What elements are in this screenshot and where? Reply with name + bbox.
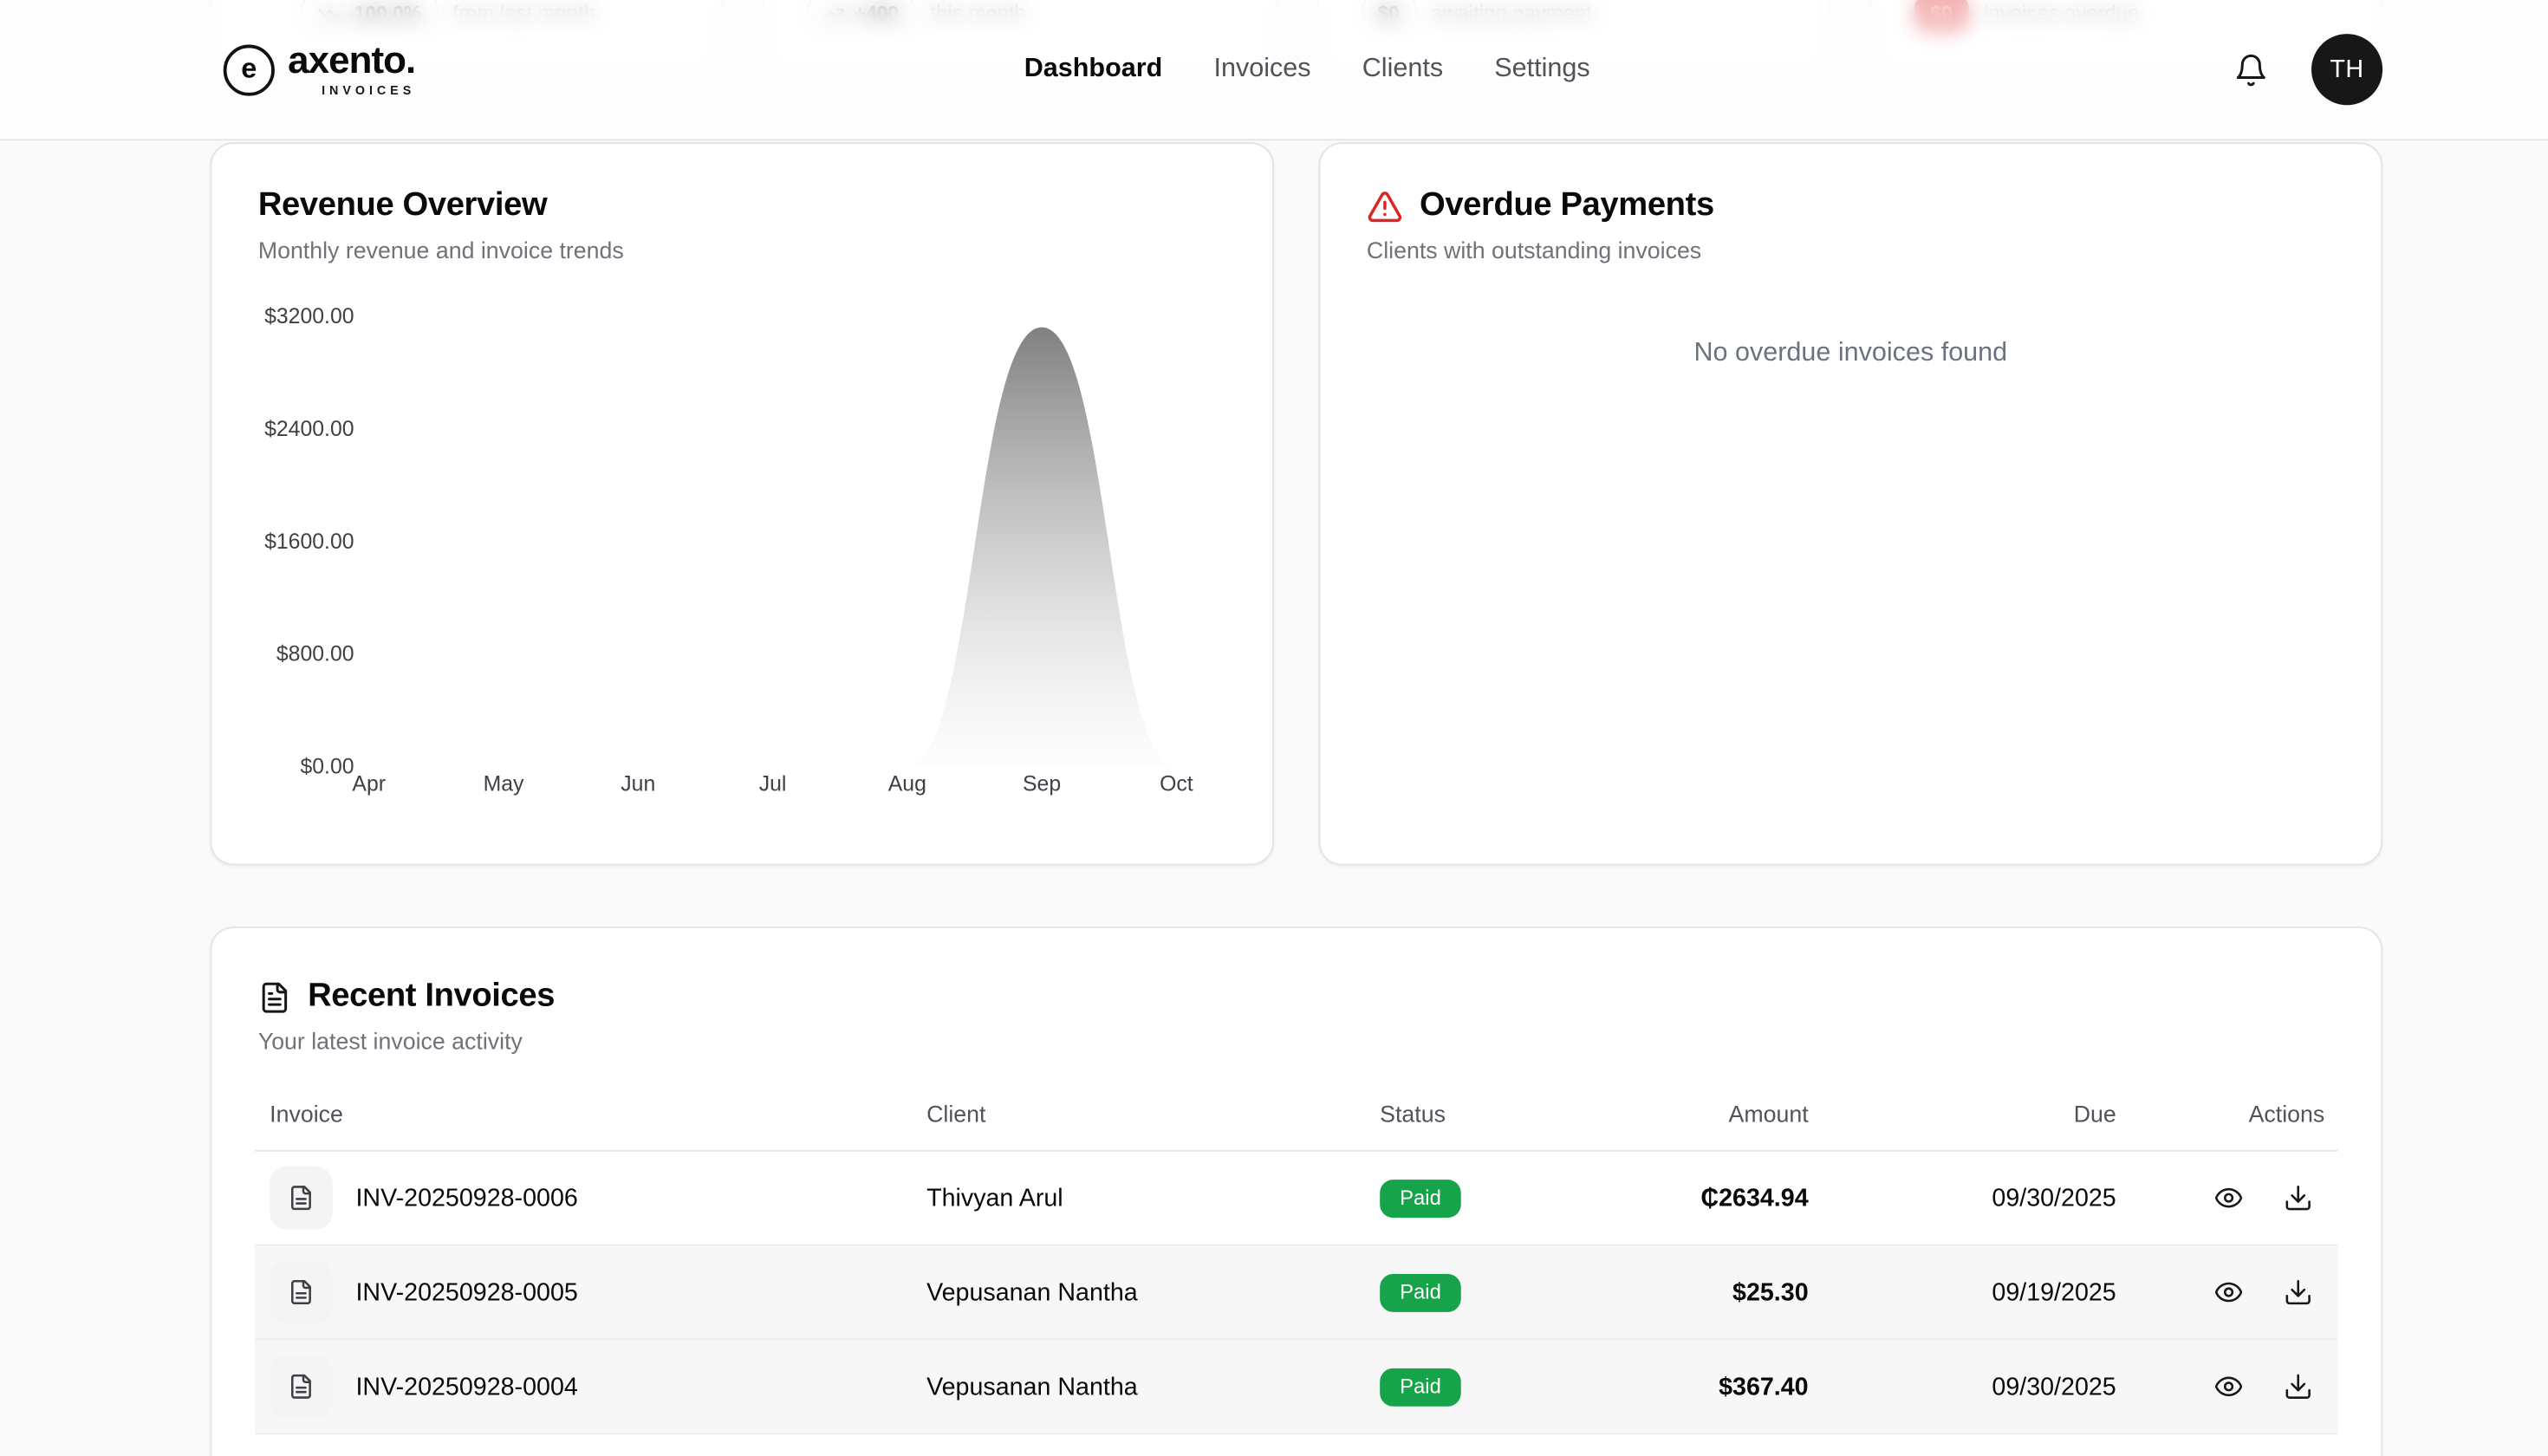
- notifications-button[interactable]: [2220, 40, 2280, 100]
- revenue-area-chart: $0.00 $800.00 $1600.00 $2400.00 $3200.00 Apr M…: [264, 305, 1193, 796]
- eye-icon: [2214, 1376, 2243, 1397]
- invoice-row[interactable]: INV-20250928-0006 Thivyan Arul Paid ₵263…: [255, 1152, 2338, 1246]
- status-badge: Paid: [1380, 1179, 1461, 1218]
- invoice-amount: ₵2634.94: [1700, 1183, 1809, 1212]
- revenue-overview-card: Revenue Overview Monthly revenue and inv…: [210, 142, 1274, 866]
- nav-item-invoices[interactable]: Invoices: [1213, 55, 1311, 83]
- revenue-card-title: Revenue Overview: [257, 186, 548, 224]
- overdue-card-title: Overdue Payments: [1420, 186, 1714, 224]
- x-axis-tick-label: Jul: [759, 773, 787, 796]
- invoice-number: INV-20250928-0006: [355, 1183, 578, 1212]
- view-invoice-button[interactable]: [2202, 1265, 2255, 1318]
- invoice-amount: $367.40: [1719, 1372, 1809, 1401]
- revenue-area-series: [368, 327, 1177, 766]
- invoice-file-chip: [270, 1355, 333, 1419]
- invoice-row[interactable]: INV-20250928-0004 Vepusanan Nantha Paid …: [255, 1340, 2338, 1435]
- overdue-payments-card: Overdue Payments Clients with outstandin…: [1318, 142, 2383, 866]
- download-invoice-button[interactable]: [2272, 1172, 2324, 1225]
- invoices-table-header: Invoice Client Status Amount Due Actions: [255, 1077, 2338, 1152]
- invoice-file-chip: [270, 1260, 333, 1324]
- invoice-client: Vepusanan Nantha: [926, 1372, 1138, 1401]
- overdue-empty-message: No overdue invoices found: [1693, 339, 2008, 367]
- invoice-client: Thivyan Arul: [926, 1183, 1063, 1212]
- col-header-due: Due: [2073, 1100, 2116, 1128]
- brand-logo-icon: e: [223, 43, 275, 95]
- brand-logo[interactable]: e axento. INVOICES: [223, 37, 416, 98]
- brand-name: axento.: [288, 37, 416, 81]
- main-content: Revenue Overview Monthly revenue and inv…: [210, 142, 2383, 1456]
- overdue-card-subtitle: Clients with outstanding invoices: [1366, 237, 1702, 263]
- invoice-amount: $25.30: [1732, 1277, 1809, 1307]
- col-header-amount: Amount: [1728, 1100, 1809, 1128]
- status-badge: Paid: [1380, 1367, 1461, 1406]
- invoice-number: INV-20250928-0005: [355, 1277, 578, 1307]
- invoice-file-chip: [270, 1166, 333, 1230]
- invoice-row[interactable]: INV-20250928-0005 Vepusanan Nantha Paid …: [255, 1245, 2338, 1341]
- invoice-number: INV-20250928-0004: [355, 1372, 578, 1401]
- file-text-icon: [291, 1186, 311, 1211]
- x-axis-tick-label: Jun: [621, 773, 655, 796]
- view-invoice-button[interactable]: [2202, 1172, 2255, 1225]
- invoices-card-title: Recent Invoices: [308, 978, 556, 1015]
- x-axis-tick-label: Aug: [888, 773, 926, 796]
- invoices-card-subtitle: Your latest invoice activity: [257, 1027, 523, 1055]
- nav-item-clients[interactable]: Clients: [1362, 55, 1444, 83]
- download-icon: [2285, 1279, 2311, 1305]
- col-header-actions: Actions: [2248, 1100, 2325, 1128]
- nav-item-settings[interactable]: Settings: [1494, 55, 1590, 83]
- user-avatar[interactable]: TH: [2311, 34, 2383, 106]
- revenue-card-subtitle: Monthly revenue and invoice trends: [257, 237, 624, 263]
- col-header-status: Status: [1380, 1100, 1446, 1128]
- view-invoice-button[interactable]: [2202, 1360, 2255, 1413]
- brand-tagline: INVOICES: [322, 82, 416, 98]
- alert-triangle-icon: [1368, 191, 1402, 222]
- status-badge: Paid: [1380, 1273, 1461, 1311]
- file-text-icon: [291, 1374, 311, 1399]
- download-invoice-button[interactable]: [2272, 1265, 2324, 1318]
- invoice-due-date: 09/30/2025: [1992, 1372, 2116, 1401]
- eye-icon: [2214, 1187, 2243, 1208]
- y-axis-tick-label: $1600.00: [264, 530, 354, 554]
- file-text-icon: [291, 1280, 311, 1305]
- app-header: e axento. INVOICES Dashboard Invoices Cl…: [0, 0, 2548, 141]
- invoice-due-date: 09/19/2025: [1992, 1277, 2116, 1307]
- file-text-icon: [262, 981, 288, 1012]
- y-axis-tick-label: $2400.00: [264, 418, 354, 441]
- avatar-initials: TH: [2330, 55, 2364, 84]
- invoice-client: Vepusanan Nantha: [926, 1277, 1138, 1307]
- recent-invoices-card: Recent Invoices Your latest invoice acti…: [210, 926, 2383, 1456]
- x-axis-tick-label: Sep: [1023, 773, 1061, 796]
- invoices-table: Invoice Client Status Amount Due Actions…: [255, 1077, 2338, 1435]
- x-axis-tick-label: Apr: [352, 773, 386, 796]
- y-axis-tick-label: $3200.00: [264, 305, 354, 328]
- x-axis-tick-label: May: [484, 773, 524, 796]
- nav-item-dashboard[interactable]: Dashboard: [1024, 55, 1163, 83]
- col-header-invoice: Invoice: [270, 1100, 343, 1128]
- main-nav: Dashboard Invoices Clients Settings: [1024, 0, 1590, 139]
- col-header-client: Client: [926, 1100, 986, 1128]
- invoice-due-date: 09/30/2025: [1992, 1183, 2116, 1212]
- eye-icon: [2214, 1282, 2243, 1303]
- bell-icon: [2235, 53, 2265, 86]
- download-icon: [2285, 1186, 2311, 1211]
- y-axis-tick-label: $800.00: [276, 643, 354, 666]
- x-axis-tick-label: Oct: [1160, 773, 1193, 796]
- download-icon: [2285, 1374, 2311, 1399]
- y-axis-tick-label: $0.00: [300, 756, 354, 779]
- download-invoice-button[interactable]: [2272, 1360, 2324, 1413]
